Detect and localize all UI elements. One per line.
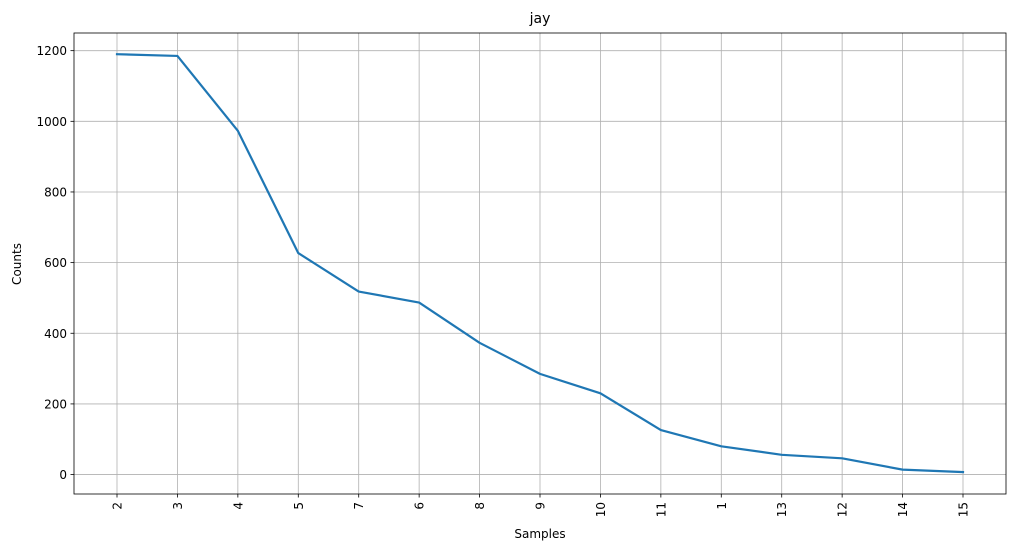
x-axis-label: Samples <box>514 527 565 541</box>
x-tick-label: 13 <box>775 502 789 517</box>
x-tick-label: 3 <box>171 502 185 510</box>
y-tick-label: 600 <box>44 256 67 270</box>
x-tick-label: 10 <box>594 502 608 517</box>
y-axis-ticks: 0 200 400 600 800 1000 1200 <box>36 44 74 482</box>
x-tick-label: 12 <box>836 502 850 517</box>
y-tick-label: 1000 <box>36 115 67 129</box>
x-tick-label: 14 <box>896 502 910 517</box>
x-tick-label: 4 <box>231 502 245 510</box>
y-tick-label: 200 <box>44 397 67 411</box>
y-tick-label: 0 <box>59 468 67 482</box>
x-tick-label: 6 <box>413 502 427 510</box>
x-tick-label: 11 <box>654 502 668 517</box>
x-tick-label: 8 <box>473 502 487 510</box>
x-tick-label: 2 <box>111 502 125 510</box>
y-tick-label: 800 <box>44 185 67 199</box>
chart-title: jay <box>529 11 551 27</box>
x-tick-label: 7 <box>352 502 366 510</box>
y-tick-label: 400 <box>44 327 67 341</box>
y-axis-label: Counts <box>10 243 24 285</box>
y-tick-label: 1200 <box>36 44 67 58</box>
x-tick-label: 9 <box>534 502 548 510</box>
x-tick-label: 15 <box>957 502 971 517</box>
x-tick-label: 1 <box>715 502 729 510</box>
x-tick-label: 5 <box>292 502 306 510</box>
